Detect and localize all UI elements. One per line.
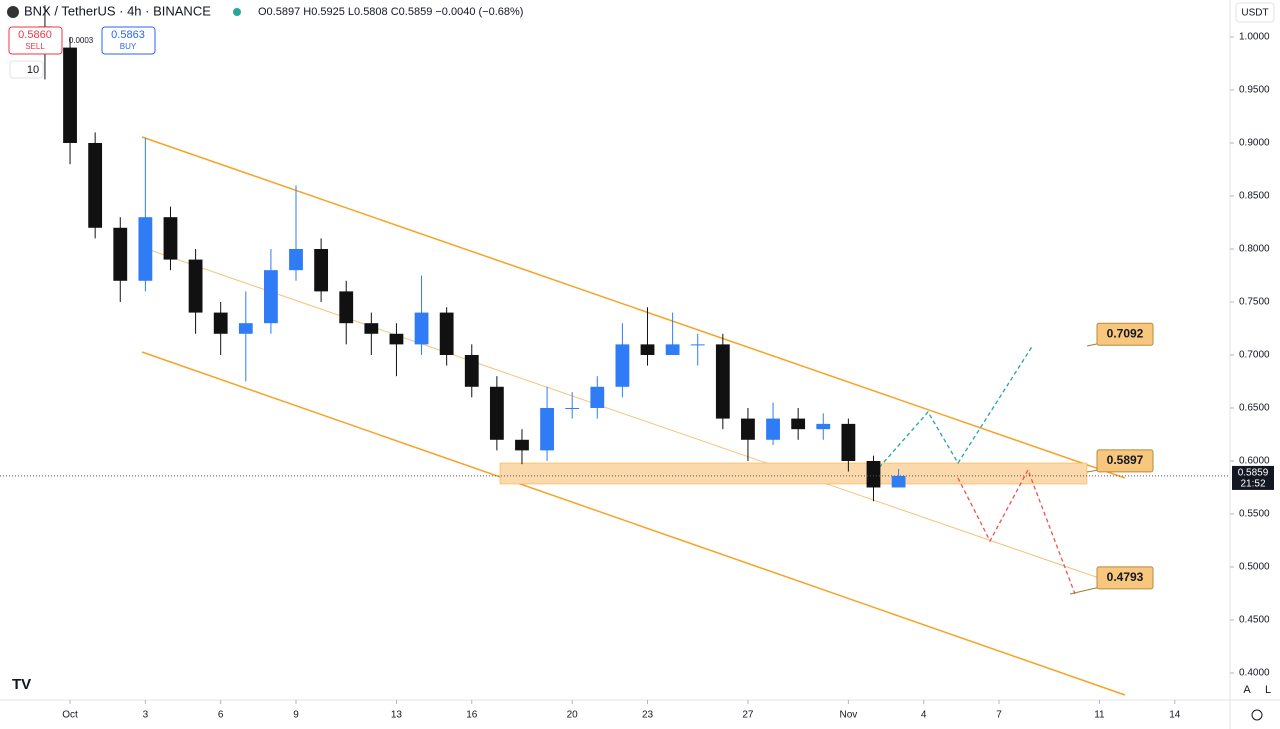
y-tick-label: 0.5000 (1239, 562, 1270, 573)
market-status (233, 8, 241, 16)
x-tick-label: 4 (921, 710, 927, 721)
x-tick-label: 6 (218, 710, 224, 721)
candle-body (264, 270, 278, 324)
candle-body (565, 407, 580, 409)
candle-body (238, 323, 253, 334)
candle-body (314, 248, 329, 292)
x-tick-label: 9 (293, 710, 299, 721)
candle-body (540, 407, 554, 451)
candle-body (841, 423, 856, 461)
bull-projection (869, 344, 1034, 479)
x-tick-label: 3 (143, 710, 149, 721)
y-tick-label: 0.5500 (1239, 509, 1270, 520)
x-tick-label: Oct (62, 710, 78, 721)
candle-body (63, 47, 77, 143)
countdown: 21:52 (1240, 479, 1265, 490)
candle-body (741, 418, 755, 440)
currency-button[interactable] (1235, 2, 1275, 23)
candle-body (439, 312, 454, 355)
x-tick-label: 20 (567, 710, 579, 721)
candle-body (213, 312, 228, 334)
candle-body (515, 439, 529, 451)
logo: TV (12, 676, 31, 693)
y-tick-label: 0.7000 (1239, 350, 1270, 361)
candle-body (88, 142, 103, 228)
target-label: 0.5897 (1107, 453, 1144, 467)
target-label: 0.4793 (1107, 570, 1144, 584)
y-tick-label: 1.0000 (1239, 32, 1270, 43)
buy-button[interactable] (101, 26, 156, 55)
channel-lower (141, 351, 1126, 696)
candle-body (615, 344, 630, 387)
bear-projection (957, 468, 1076, 595)
candle-body (188, 259, 203, 313)
candle-body (891, 475, 906, 488)
candle-body (665, 344, 680, 355)
sell-button[interactable] (8, 26, 63, 55)
buy-label: BUY (120, 42, 137, 51)
candle-body (690, 344, 705, 346)
candle-body (715, 344, 730, 419)
last-price-tag (1232, 465, 1274, 490)
last-price-label: 0.5859 (1238, 468, 1269, 479)
candle-body (289, 248, 303, 271)
channel-upper (141, 136, 1126, 479)
candle-body (138, 217, 153, 281)
candle-body (640, 344, 655, 355)
quantity-box[interactable] (9, 60, 44, 79)
x-tick-label: 27 (742, 710, 754, 721)
plot (38, 5, 906, 502)
log-button[interactable]: L (1265, 684, 1271, 696)
candle-body (113, 227, 128, 281)
candle-body (464, 354, 479, 387)
candle-body (339, 291, 354, 324)
symbol-icon (7, 6, 19, 18)
y-tick-label: 0.6000 (1239, 456, 1270, 467)
candle-body (364, 323, 379, 334)
support-zone (499, 462, 1088, 485)
x-tick-label: 7 (996, 710, 1002, 721)
candle-body (590, 386, 605, 408)
candle-body (791, 418, 806, 430)
auto-button[interactable]: A (1243, 684, 1251, 696)
target-label: 0.7092 (1107, 326, 1144, 340)
candle-body (163, 217, 178, 260)
x-tick-label: 14 (1169, 710, 1181, 721)
x-tick-label: 16 (466, 710, 478, 721)
y-tick-label: 0.9500 (1239, 85, 1270, 96)
x-tick-label: 11 (1094, 710, 1105, 721)
y-tick-label: 0.8000 (1239, 244, 1270, 255)
y-tick-label: 0.4500 (1239, 615, 1270, 626)
symbol: BNX / TetherUS · 4h · BINANCE (24, 3, 211, 18)
y-tick-label: 0.7500 (1239, 297, 1270, 308)
sell-price: 0.5860 (18, 29, 52, 41)
settings-icon[interactable] (1251, 709, 1263, 721)
y-tick-label: 0.4000 (1239, 668, 1270, 679)
target-box (1096, 566, 1154, 590)
candle-body (389, 333, 404, 345)
y-tick-label: 0.6500 (1239, 403, 1270, 414)
candle-body (414, 312, 429, 345)
candle-body (816, 423, 831, 430)
sell-label: SELL (25, 42, 45, 51)
candle-body (489, 386, 504, 440)
x-tick-label: 23 (642, 710, 654, 721)
spread: 0.0003 (69, 36, 94, 45)
y-tick-label: 0.9000 (1239, 138, 1270, 149)
ohlc: O0.5897 H0.5925 L0.5808 C0.5859 −0.0040 … (258, 6, 523, 18)
candle-body (866, 460, 881, 488)
y-tick-label: 0.8500 (1239, 191, 1270, 202)
candle-body (766, 418, 780, 440)
currency: USDT (1241, 8, 1268, 19)
target-box (1096, 449, 1154, 473)
x-tick-label: Nov (839, 710, 857, 721)
buy-price: 0.5863 (111, 29, 145, 41)
quantity: 10 (27, 64, 39, 76)
x-tick-label: 13 (391, 710, 403, 721)
channel-mid (149, 249, 1126, 588)
target-box (1096, 322, 1154, 346)
